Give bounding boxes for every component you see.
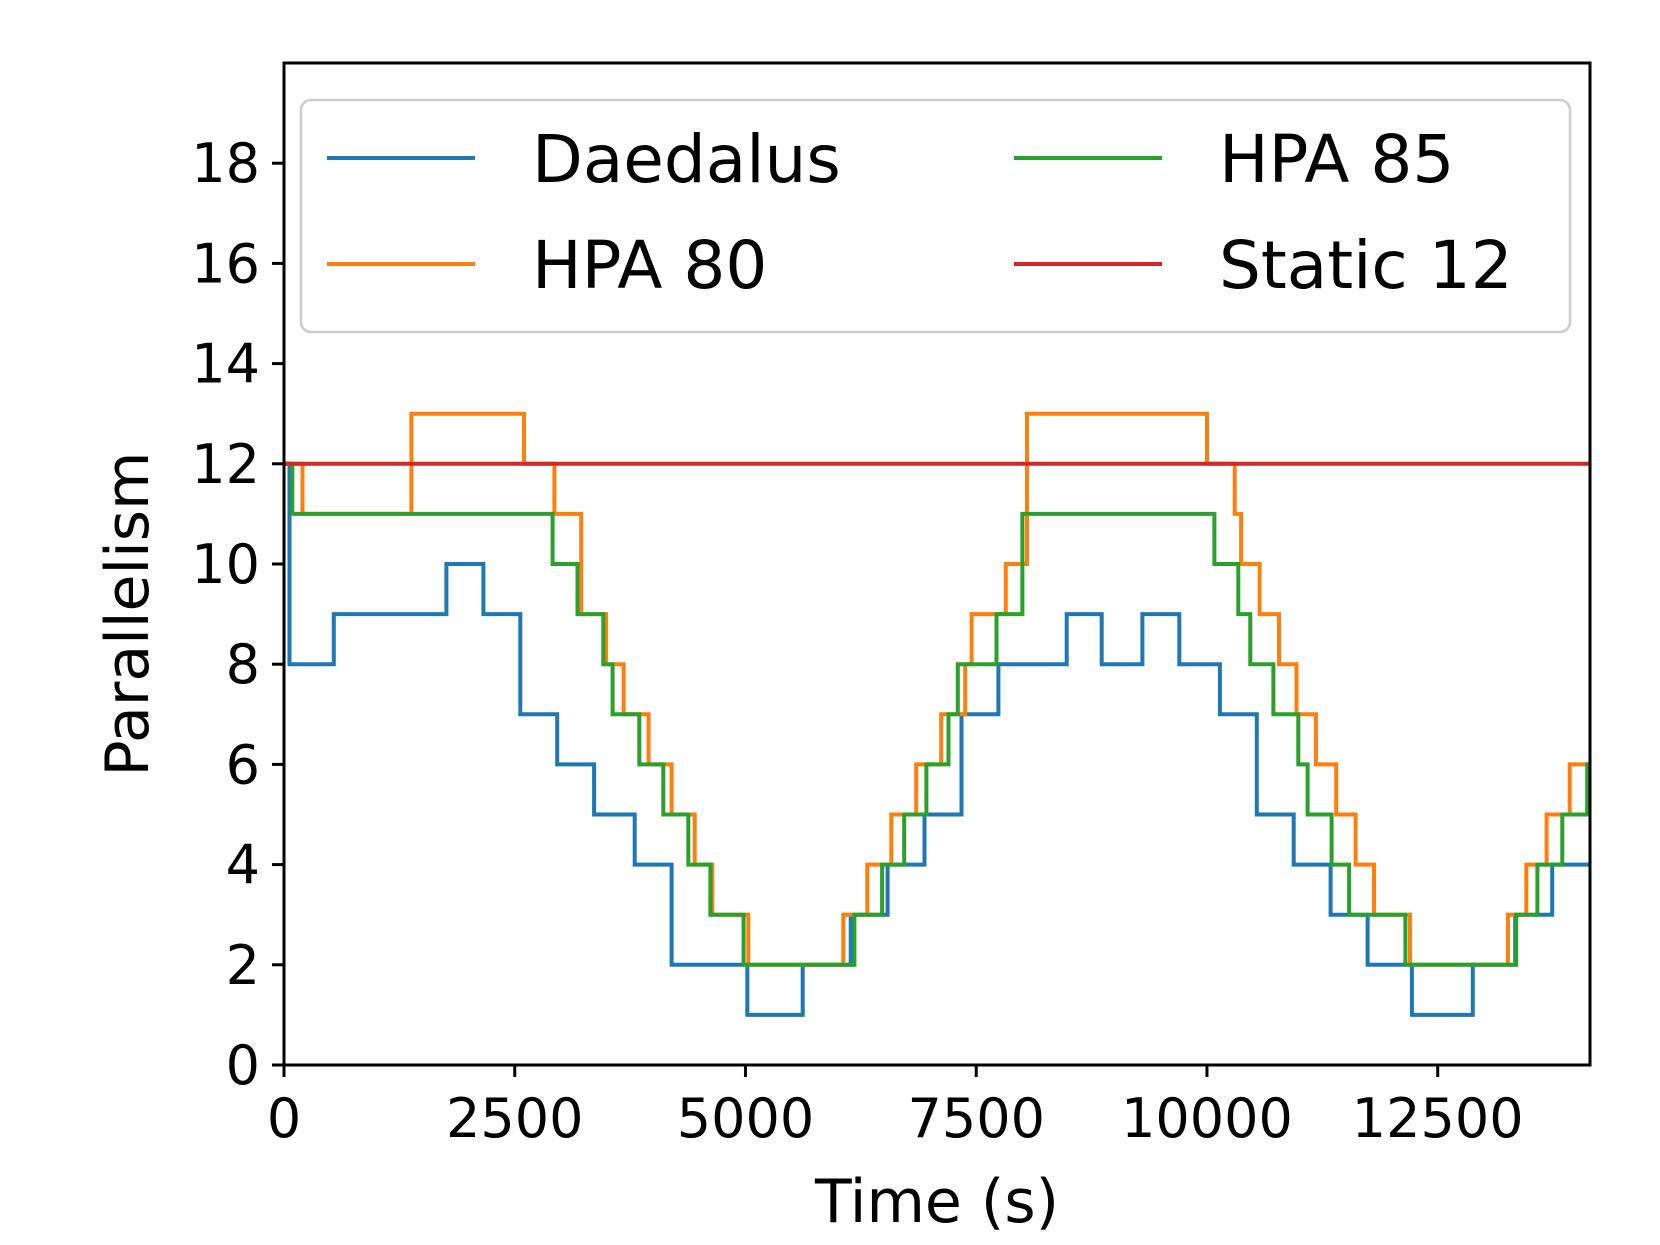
- y-tick-label: 10: [191, 533, 260, 596]
- x-tick-label: 10000: [1121, 1087, 1293, 1150]
- y-tick-label: 8: [226, 633, 260, 696]
- y-tick-label: 2: [226, 934, 260, 997]
- x-tick-label: 5000: [677, 1087, 814, 1150]
- y-tick-label: 16: [191, 232, 260, 295]
- legend-entry-static-12: Static 12: [1014, 227, 1513, 304]
- legend-label: HPA 85: [1219, 121, 1454, 198]
- series-layer: [284, 411, 1590, 1017]
- x-tick-label: 0: [267, 1087, 301, 1150]
- legend-entry-hpa-85: HPA 85: [1014, 121, 1454, 198]
- axes-layer: 0 2500 5000 7500 10000 12500 0 2 4 6 8 10 12 14 16 18 Ti…: [93, 61, 1592, 1237]
- y-tick-label: 4: [226, 834, 260, 897]
- x-tick-label: 7500: [908, 1087, 1045, 1150]
- x-tick-label: 12500: [1352, 1087, 1524, 1150]
- y-tick-label: 14: [191, 333, 260, 396]
- y-tick-label: 6: [226, 733, 260, 796]
- y-tick-label: 18: [191, 132, 260, 195]
- series-line-hpa-80: [284, 411, 1590, 967]
- series-line-hpa-85: [284, 461, 1590, 967]
- legend-label: HPA 80: [532, 227, 767, 304]
- legend-entry-hpa-80: HPA 80: [327, 227, 767, 304]
- legend-box: [299, 98, 1572, 334]
- legend-label: Daedalus: [532, 121, 841, 198]
- y-tick-label: 12: [191, 433, 260, 496]
- y-axis-title: Parallelism: [93, 452, 163, 777]
- series-line-daedalus: [284, 461, 1590, 1017]
- legend-entry-daedalus: Daedalus: [327, 121, 841, 198]
- legend: Daedalus HPA 80 HPA 85 Static 12: [299, 98, 1572, 334]
- legend-label: Static 12: [1219, 227, 1513, 304]
- x-axis-title: Time (s): [814, 1167, 1059, 1237]
- x-tick-label: 2500: [446, 1087, 583, 1150]
- y-tick-label: 0: [226, 1034, 260, 1097]
